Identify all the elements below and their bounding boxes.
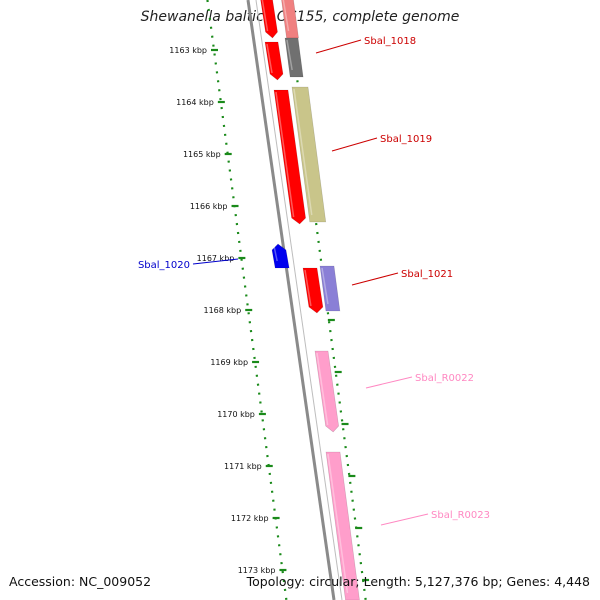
cog-sbal-1021-shine <box>321 267 329 305</box>
cds-sbal-1019 <box>273 89 306 225</box>
gene-label: Sbal_1019 <box>380 134 432 145</box>
cds-sbal-1018 <box>264 41 284 81</box>
topology-summary: Topology: circular; Length: 5,127,376 bp… <box>246 574 590 589</box>
gene-label: Sbal_1018 <box>364 36 416 47</box>
cog-sbal-1019-shine <box>293 88 313 216</box>
rna-sbal-r0023-shine <box>327 453 349 594</box>
backbone-line <box>246 0 336 600</box>
cog-sbal-1018-shine <box>286 39 293 71</box>
cog-feature <box>281 0 299 39</box>
gene-label: Sbal_R0023 <box>431 510 490 521</box>
cog-sbal-1021 <box>319 265 341 312</box>
map-title: Shewanella baltica OS155, complete genom… <box>140 9 460 25</box>
cds-sbal-1020-shine <box>273 245 278 262</box>
label-leader <box>380 513 429 526</box>
cog-sbal-1019 <box>291 86 327 223</box>
accession-text: Accession: NC_009052 <box>9 574 152 589</box>
label-leader <box>315 39 362 54</box>
label-leader <box>192 258 239 265</box>
ruler-tick-label: 1166 kbp <box>190 202 228 211</box>
ruler-tick-label: 1168 kbp <box>204 306 242 315</box>
ruler-tick-label: 1169 kbp <box>210 358 248 367</box>
features <box>246 0 360 600</box>
label-leader <box>351 272 399 286</box>
gene-label: Sbal_1020 <box>138 260 190 271</box>
ruler-tick-label: 1163 kbp <box>169 46 207 55</box>
rna-sbal-r0022 <box>314 350 339 433</box>
backbone-shadow <box>255 0 343 600</box>
ruler-tick-label: 1170 kbp <box>217 410 255 419</box>
cds-sbal-1021 <box>302 267 324 314</box>
ruler-tick-label: 1164 kbp <box>176 98 214 107</box>
cog-sbal-1018 <box>284 37 304 78</box>
ruler-tick-label: 1173 kbp <box>238 566 276 575</box>
rna-sbal-r0022-shine <box>316 352 329 426</box>
gene-label: Sbal_R0022 <box>415 373 474 384</box>
ruler-tick-label: 1172 kbp <box>231 514 269 523</box>
cds-sbal-1020 <box>271 243 290 269</box>
cds-feature <box>260 0 278 39</box>
ruler-tick-label: 1165 kbp <box>183 150 221 159</box>
gene-labels: Sbal_1018 Sbal_1019 Sbal_1020 Sbal_1021 Sbal… <box>138 36 490 526</box>
cog-feature-shine <box>282 0 290 32</box>
ruler-line-inner <box>206 0 288 600</box>
ruler-tick-label: 1167 kbp <box>197 254 235 263</box>
ruler-tick-label: 1171 kbp <box>224 462 262 471</box>
label-leader <box>331 137 378 152</box>
rna-sbal-r0023 <box>325 451 360 600</box>
label-leader <box>365 376 413 389</box>
cds-sbal-1021-shine <box>304 269 312 307</box>
cds-feature-shine <box>261 0 269 32</box>
cds-sbal-1018-shine <box>266 43 273 74</box>
gene-label: Sbal_1021 <box>401 269 453 280</box>
cds-sbal-1019-shine <box>275 91 295 218</box>
